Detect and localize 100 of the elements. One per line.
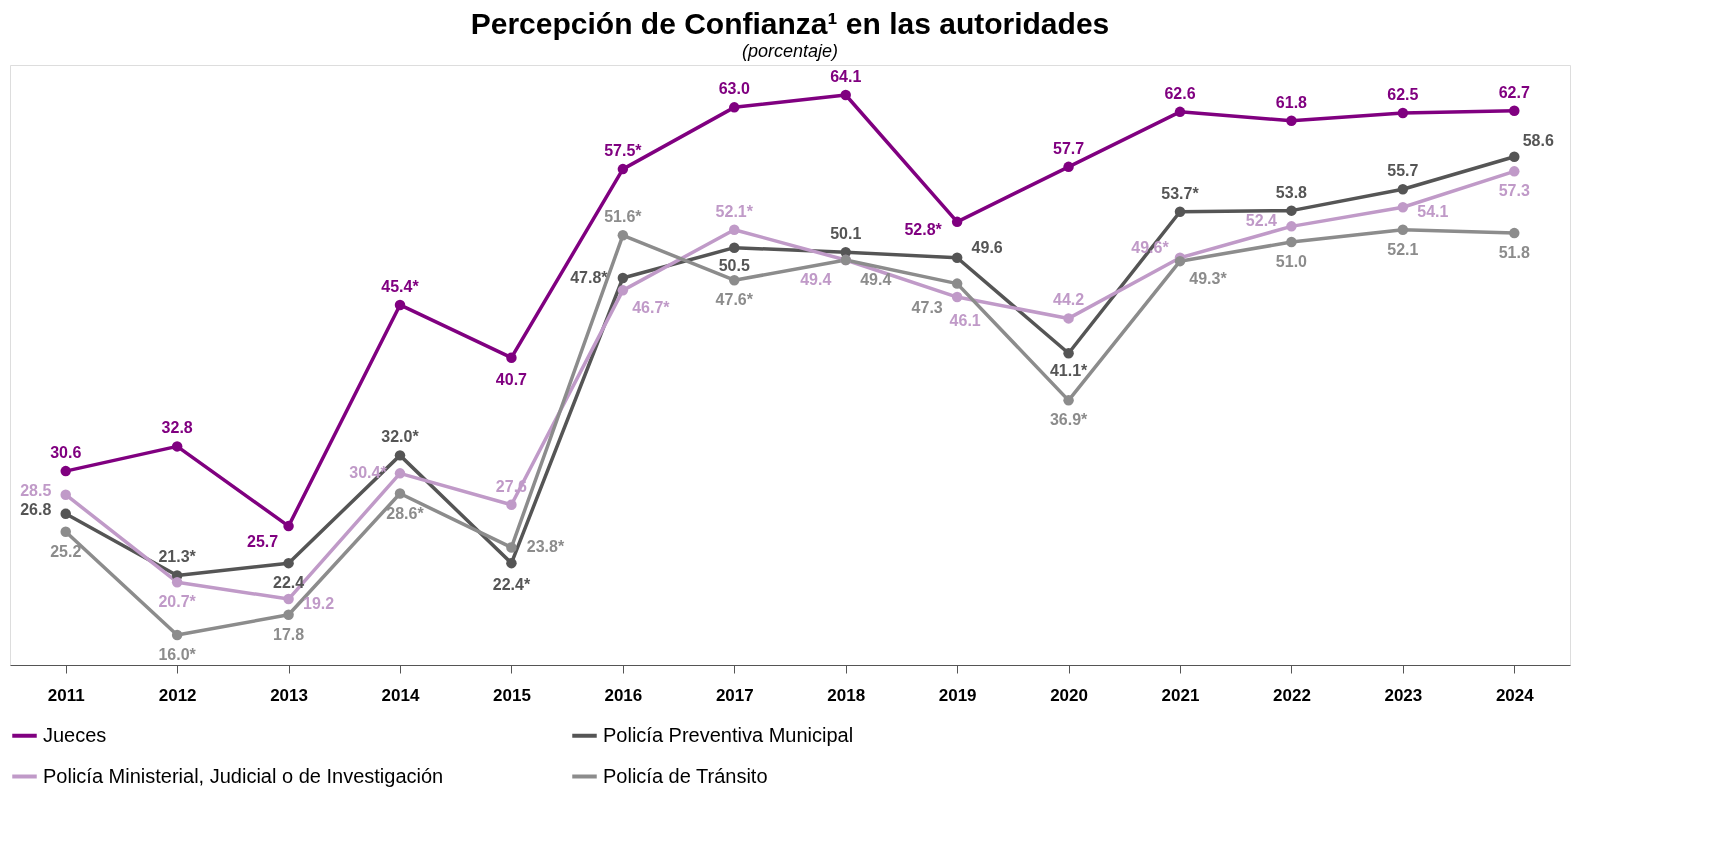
data-label: 30.6	[50, 444, 82, 462]
x-tick-label: 2023	[1384, 685, 1423, 705]
data-label: 54.1	[1417, 203, 1449, 221]
x-tick-label: 2017	[715, 685, 754, 705]
data-label: 46.1	[949, 312, 981, 330]
legend-label: Jueces	[43, 723, 107, 746]
data-label: 49.3*	[1189, 270, 1228, 288]
point	[951, 291, 963, 303]
point	[60, 526, 71, 537]
point	[840, 89, 851, 101]
data-label: 22.4*	[492, 576, 531, 594]
data-label: 36.9*	[1049, 411, 1089, 429]
point	[283, 593, 294, 605]
point	[617, 230, 629, 241]
point	[394, 468, 406, 479]
point	[60, 489, 71, 500]
legend-label: Policía Preventiva Municipal	[603, 723, 854, 746]
point	[617, 272, 629, 284]
x-tick-label: 2015	[493, 685, 531, 705]
data-label: 47.3	[911, 298, 943, 316]
chart-title: Percepción de Confianza¹ en las autoridades	[470, 7, 1110, 40]
point	[506, 542, 517, 553]
data-label: 16.0*	[158, 646, 197, 663]
data-label: 44.2	[1053, 291, 1085, 309]
data-label: 52.1*	[715, 202, 754, 220]
data-label: 26.8	[20, 500, 52, 518]
point	[729, 242, 740, 253]
data-label: 51.6*	[604, 208, 643, 226]
data-label: 46.7*	[632, 299, 671, 317]
point	[1286, 221, 1297, 232]
point	[1509, 227, 1520, 239]
data-label: 52.4	[1245, 212, 1278, 230]
x-tick-label: 2014	[381, 685, 420, 705]
point	[1063, 347, 1074, 359]
data-label: 50.5	[718, 256, 750, 274]
point	[729, 275, 740, 286]
point	[394, 299, 406, 311]
data-label: 32.0*	[381, 428, 420, 446]
point	[394, 450, 406, 461]
x-tick-label: 2016	[604, 685, 643, 705]
data-label: 22.4	[273, 574, 305, 592]
point	[729, 224, 740, 235]
data-label: 32.8	[161, 419, 193, 437]
point	[60, 508, 71, 519]
x-tick-label: 2022	[1273, 685, 1311, 705]
data-label: 57.7	[1053, 139, 1085, 157]
data-label: 28.5	[20, 481, 52, 499]
data-label: 52.8*	[904, 220, 943, 238]
point	[60, 465, 71, 477]
point	[1509, 166, 1520, 177]
data-label: 21.3*	[158, 548, 197, 566]
point	[1286, 236, 1297, 248]
data-label: 62.7	[1498, 83, 1530, 101]
point	[1509, 151, 1520, 162]
data-label: 17.8	[273, 625, 305, 643]
point	[394, 488, 406, 499]
point	[1063, 161, 1074, 173]
x-tick-label: 2018	[827, 685, 866, 705]
data-label: 45.4*	[381, 277, 420, 295]
point	[617, 163, 629, 175]
legend-label: Policía Ministerial, Judicial o de Investigación	[43, 764, 444, 787]
data-label: 47.6*	[715, 291, 754, 309]
data-label: 49.4	[800, 271, 832, 289]
data-label: 61.8	[1275, 93, 1308, 111]
chart-subtitle: (porcentaje)	[741, 41, 839, 61]
data-label: 41.1*	[1049, 362, 1089, 380]
data-label: 25.2	[50, 542, 82, 560]
data-label: 19.2	[303, 595, 335, 613]
data-label: 53.7*	[1161, 184, 1200, 202]
data-label: 64.1	[830, 68, 862, 85]
data-label: 55.7	[1387, 162, 1419, 180]
x-tick-label: 2011	[47, 685, 85, 705]
point	[506, 557, 517, 569]
x-tick-label: 2019	[938, 685, 977, 705]
data-label: 51.0	[1275, 253, 1308, 271]
point	[1397, 202, 1409, 213]
data-label: 49.6	[971, 238, 1003, 256]
point	[283, 557, 294, 569]
data-label: 52.1	[1387, 240, 1419, 258]
point	[506, 352, 517, 363]
point	[506, 499, 517, 510]
point	[1286, 115, 1297, 127]
point	[283, 520, 294, 532]
point	[951, 252, 963, 264]
data-label: 40.7	[495, 370, 528, 388]
data-label: 23.8*	[526, 538, 565, 556]
point	[951, 278, 963, 289]
data-label: 57.3	[1498, 182, 1530, 200]
data-label: 62.5	[1387, 85, 1419, 103]
point	[171, 577, 183, 588]
point	[1397, 184, 1409, 195]
data-label: 51.8	[1498, 244, 1530, 262]
data-label: 58.6	[1522, 131, 1554, 149]
data-label: 49.4	[860, 271, 892, 289]
data-label: 20.7*	[158, 593, 197, 611]
x-tick-label: 2012	[158, 685, 197, 705]
point	[1174, 106, 1186, 118]
point	[1397, 224, 1409, 235]
data-label: 53.8	[1275, 183, 1308, 201]
data-label: 28.6*	[386, 504, 425, 522]
